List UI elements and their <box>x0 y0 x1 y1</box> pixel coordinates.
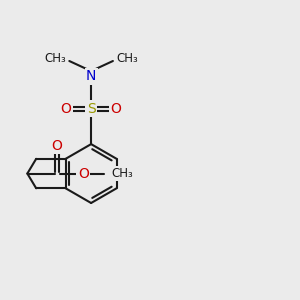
Text: CH₃: CH₃ <box>116 52 138 65</box>
Text: N: N <box>86 69 96 83</box>
Text: CH₃: CH₃ <box>44 52 66 65</box>
Text: O: O <box>78 167 89 181</box>
Text: S: S <box>87 102 95 116</box>
Text: CH₃: CH₃ <box>111 167 133 180</box>
Text: O: O <box>51 139 62 153</box>
Text: O: O <box>111 102 122 116</box>
Text: O: O <box>61 102 71 116</box>
